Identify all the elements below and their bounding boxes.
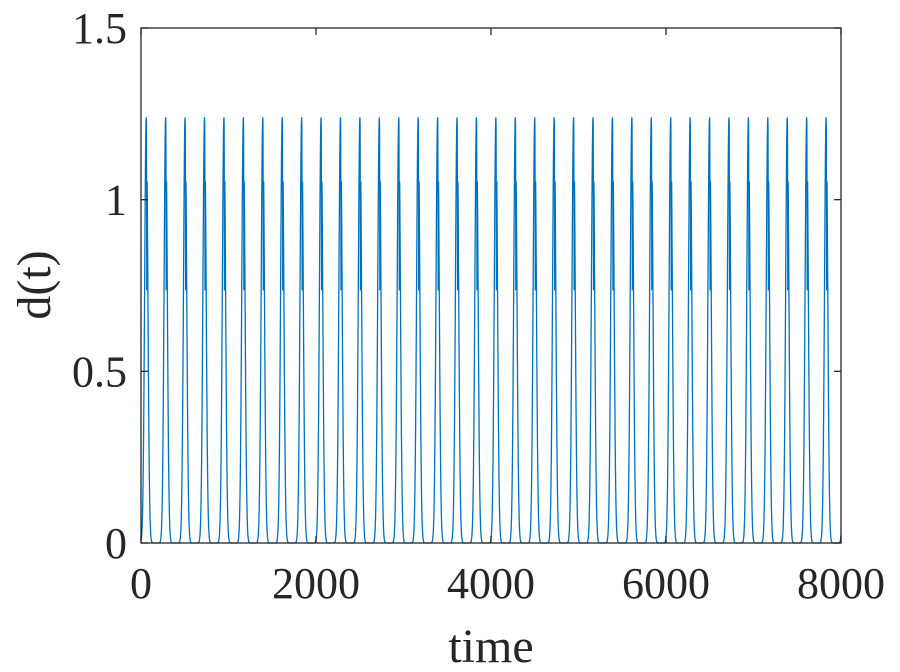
y-tick-label: 0.5 <box>72 347 127 396</box>
x-tick-label: 2000 <box>272 559 360 608</box>
y-axis-label: d(t) <box>8 250 61 319</box>
y-tick-label: 1.5 <box>72 4 127 53</box>
x-tick-label: 4000 <box>447 559 535 608</box>
y-tick-label: 1 <box>105 176 127 225</box>
x-tick-label: 0 <box>130 559 152 608</box>
plot-area <box>141 28 841 543</box>
x-tick-label: 6000 <box>622 559 710 608</box>
x-tick-label: 8000 <box>797 559 885 608</box>
x-axis-label: time <box>448 620 533 672</box>
ticks-layer: 0 2000 4000 6000 8000 0 0.5 1 1.5 <box>72 4 885 608</box>
y-tick-label: 0 <box>105 519 127 568</box>
